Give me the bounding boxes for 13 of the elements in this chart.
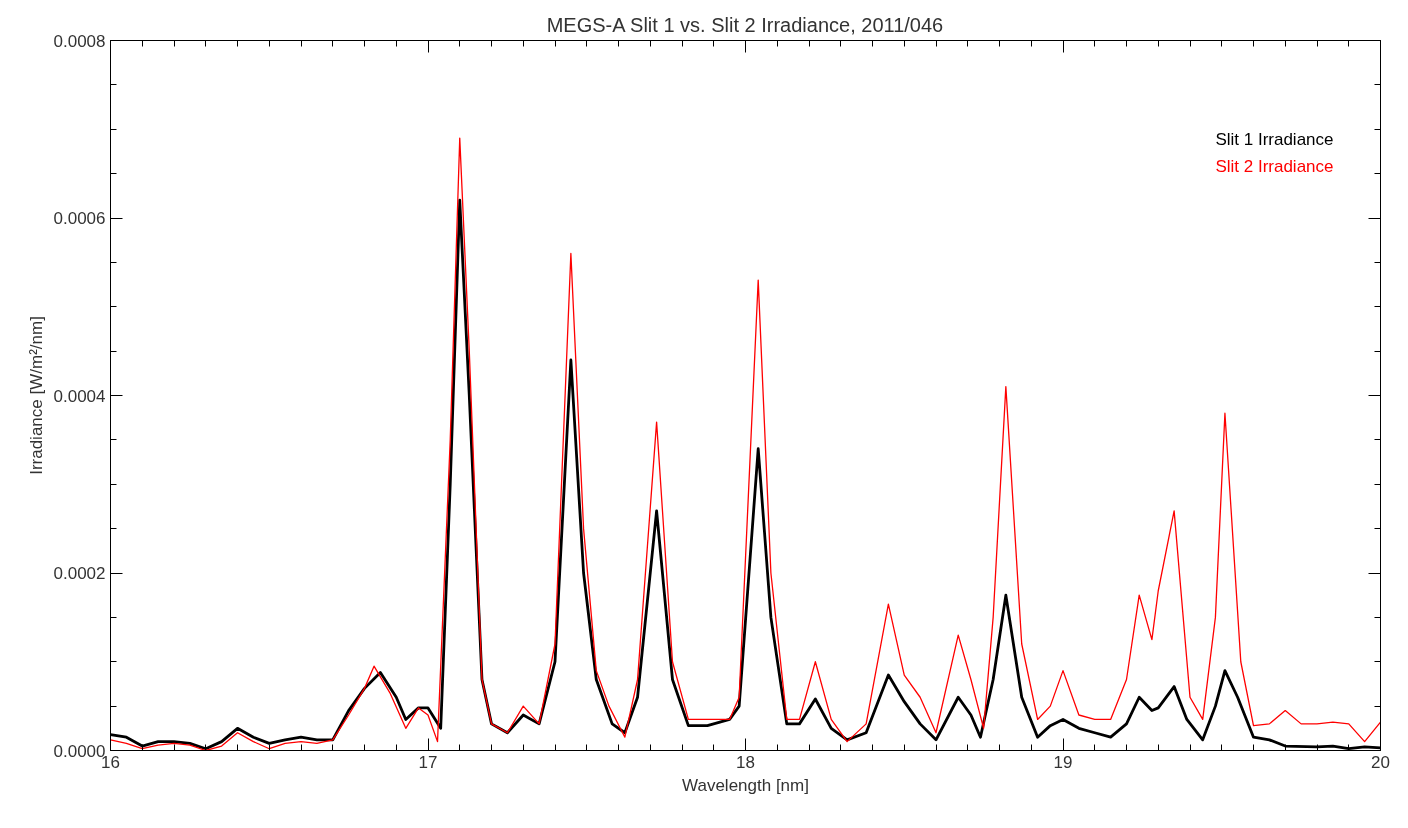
- y-tick-label: 0.0002: [53, 564, 106, 583]
- x-tick-label: 18: [736, 752, 755, 772]
- y-tick-label: 0.0008: [53, 31, 106, 51]
- x-tick-label: 20: [1371, 752, 1390, 772]
- x-axis-title: Wavelength [nm]: [682, 775, 809, 795]
- y-tick-label: 0.0006: [53, 209, 106, 228]
- text: Slit 1 Irradiance: [1215, 130, 1334, 150]
- text: Slit 2 Irradiance: [1215, 157, 1334, 177]
- y-axis-title: Irradiance [W/m²/nm]: [26, 316, 46, 475]
- y-tick-label: 0.0004: [53, 386, 106, 406]
- chart-title: MEGS-A Slit 1 vs. Slit 2 Irradiance, 2011/046: [546, 13, 944, 36]
- x-tick-label: 17: [418, 752, 438, 772]
- x-tick-label: 19: [1053, 752, 1073, 772]
